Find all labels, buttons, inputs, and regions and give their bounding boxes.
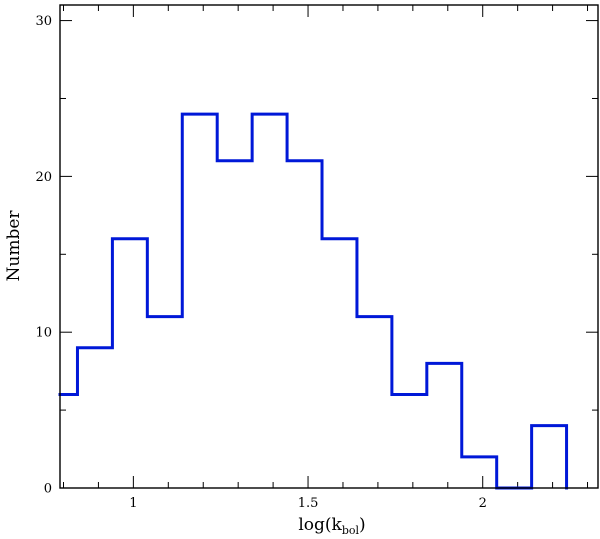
x-axis-label-close: ) xyxy=(359,515,366,535)
histogram-bin xyxy=(462,457,497,488)
histogram-bin xyxy=(252,114,287,488)
histogram-bin xyxy=(77,348,112,488)
x-axis-label-main: log(k xyxy=(298,515,342,535)
y-axis-label: Number xyxy=(4,210,24,282)
x-axis-label: log(kbol) xyxy=(298,515,365,537)
x-tick-label: 2 xyxy=(479,496,487,511)
histogram-bin xyxy=(147,317,182,488)
y-tick-label: 30 xyxy=(35,14,52,29)
y-tick-label: 0 xyxy=(44,482,52,497)
histogram-bin xyxy=(392,395,427,488)
histogram-bin xyxy=(322,239,357,488)
histogram-bin xyxy=(357,317,392,488)
histogram-bin xyxy=(532,426,567,488)
x-tick-label: 1.5 xyxy=(298,496,319,511)
x-tick-label: 1 xyxy=(129,496,137,511)
histogram-bin xyxy=(287,161,322,488)
histogram-step-line xyxy=(58,112,569,490)
histogram-bin xyxy=(427,363,462,488)
histogram-bin xyxy=(60,395,77,488)
x-axis-label-subscript: bol xyxy=(342,524,360,537)
histogram-bins xyxy=(60,114,567,488)
plot-frame xyxy=(59,4,599,489)
y-tick-label: 20 xyxy=(35,170,52,185)
axis-ticks xyxy=(60,5,598,489)
histogram-bin xyxy=(112,239,147,488)
histogram-bin xyxy=(182,114,217,488)
histogram-bin xyxy=(217,161,252,488)
y-tick-label: 10 xyxy=(35,326,52,341)
